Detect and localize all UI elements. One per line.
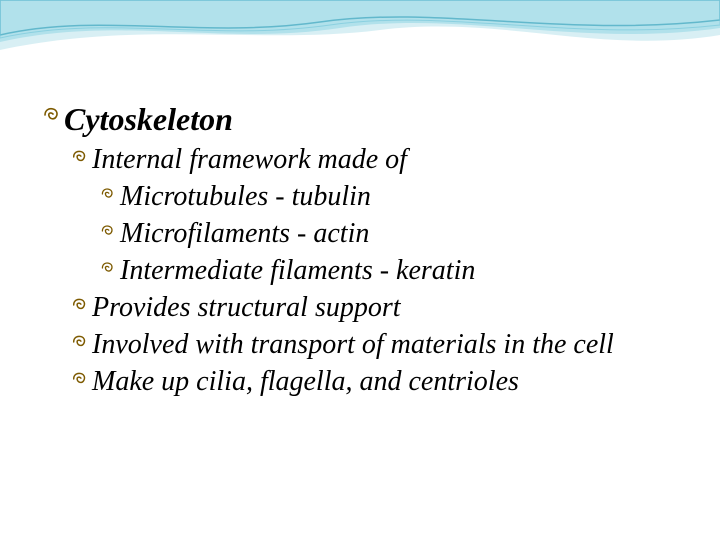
swirl-bullet-icon — [68, 364, 92, 394]
bullet-level-2: Internal framework made of — [68, 142, 680, 177]
body-text: Involved with transport of materials in … — [92, 327, 614, 362]
body-text: Microfilaments - actin — [120, 216, 369, 251]
body-text: Internal framework made of — [92, 142, 407, 177]
bullet-level-3: Microfilaments - actin — [96, 216, 680, 251]
swirl-bullet-icon — [68, 327, 92, 357]
swirl-bullet-icon — [96, 179, 120, 209]
swirl-bullet-icon — [96, 216, 120, 246]
heading-text: Cytoskeleton — [64, 100, 233, 138]
body-text: Intermediate filaments - keratin — [120, 253, 475, 288]
wave-background — [0, 0, 720, 100]
bullet-level-3: Microtubules - tubulin — [96, 179, 680, 214]
body-text: Make up cilia, flagella, and centrioles — [92, 364, 519, 399]
bullet-level-2: Make up cilia, flagella, and centrioles — [68, 364, 680, 399]
bullet-level-2: Involved with transport of materials in … — [68, 327, 680, 362]
bullet-level-2: Provides structural support — [68, 290, 680, 325]
swirl-bullet-icon — [68, 142, 92, 172]
bullet-level-1: Cytoskeleton — [40, 100, 680, 138]
swirl-bullet-icon — [40, 100, 64, 130]
swirl-bullet-icon — [96, 253, 120, 283]
bullet-level-3: Intermediate filaments - keratin — [96, 253, 680, 288]
slide-content: Cytoskeleton Internal framework made of … — [40, 100, 680, 401]
swirl-bullet-icon — [68, 290, 92, 320]
body-text: Microtubules - tubulin — [120, 179, 371, 214]
body-text: Provides structural support — [92, 290, 401, 325]
